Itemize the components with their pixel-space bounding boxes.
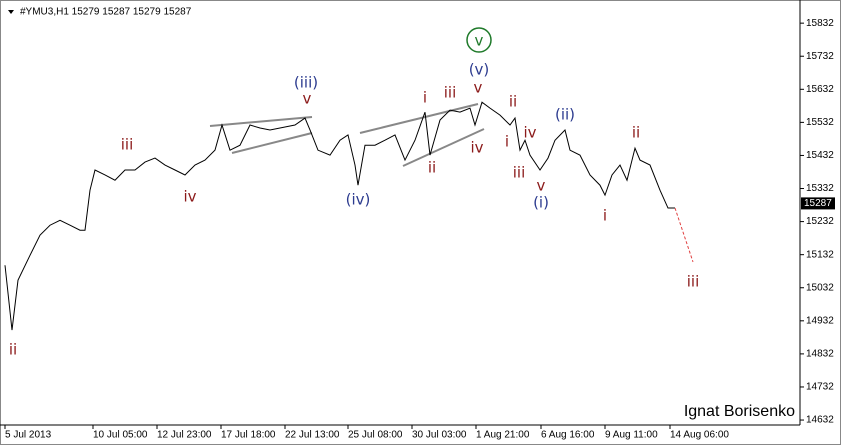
y-tick-label: 14932: [806, 315, 834, 326]
x-tick-label: 10 Jul 05:00: [93, 430, 148, 441]
trend-line: [359, 103, 479, 134]
x-tick-label: 14 Aug 06:00: [670, 430, 729, 441]
menu-arrow: [8, 10, 14, 14]
wave-label: ii: [9, 341, 17, 359]
wave-circle: [466, 27, 492, 53]
y-tick-label: 15232: [806, 216, 834, 227]
x-tick-label: 30 Jul 03:00: [412, 430, 467, 441]
x-tick-label: 25 Jul 08:00: [348, 430, 403, 441]
price-line: [4, 101, 675, 331]
chart-title: #YMU3,H1 15279 15287 15279 15287: [20, 7, 192, 18]
wave-label: (iii): [294, 74, 318, 92]
wave-label: ii: [428, 159, 436, 177]
y-tick-label: 15632: [806, 84, 834, 95]
wave-label: (ii): [555, 106, 575, 124]
wave-label: ii: [509, 93, 517, 111]
wave-label: i: [423, 89, 427, 107]
x-tick-label: 6 Aug 16:00: [541, 430, 595, 441]
x-tick-label: 9 Aug 11:00: [605, 430, 658, 441]
y-tick-label: 15732: [806, 51, 834, 62]
wave-label: iv: [470, 139, 483, 157]
last-price: 15287: [804, 198, 832, 209]
triangles: [209, 103, 485, 167]
wave-label: (v): [469, 61, 490, 79]
watermark: Ignat Borisenko: [684, 403, 795, 420]
last-price-box: [801, 197, 835, 210]
wave-label: v: [303, 90, 312, 108]
wave-label: iii: [121, 136, 134, 154]
projection-line: [674, 207, 694, 263]
y-tick-label: 15532: [806, 117, 834, 128]
wave-label: ii: [632, 124, 640, 142]
wave-label: v: [475, 32, 484, 50]
trend-line: [209, 116, 313, 127]
wave-label: i: [505, 133, 509, 151]
x-tick-label: 22 Jul 13:00: [285, 430, 340, 441]
y-tick-label: 15432: [806, 150, 834, 161]
y-tick-label: 14832: [806, 349, 834, 360]
wave-label: (i): [533, 194, 549, 212]
x-tick-label: 5 Jul 2013: [5, 430, 52, 441]
x-tick-label: 17 Jul 18:00: [221, 430, 276, 441]
wave-label: v: [474, 79, 483, 97]
wave-label: iii: [444, 84, 457, 102]
wave-label: v: [537, 177, 546, 195]
trend-line: [231, 132, 313, 154]
y-tick-label: 15832: [806, 18, 834, 29]
wave-label: iii: [687, 273, 700, 291]
wave-label: i: [603, 207, 607, 225]
wave-label: iii: [513, 164, 526, 182]
y-tick-label: 15132: [806, 249, 834, 260]
y-tick-label: 15332: [806, 183, 834, 194]
wave-label: iv: [523, 124, 536, 142]
y-tick-label: 15032: [806, 282, 834, 293]
trend-line: [402, 128, 485, 167]
wave-label: iv: [183, 188, 196, 206]
wave-label: (iv): [346, 191, 371, 209]
x-tick-label: 12 Jul 23:00: [157, 430, 212, 441]
y-tick-label: 14732: [806, 382, 834, 393]
x-tick-label: 1 Aug 21:00: [476, 430, 530, 441]
y-tick-label: 14632: [806, 415, 834, 426]
